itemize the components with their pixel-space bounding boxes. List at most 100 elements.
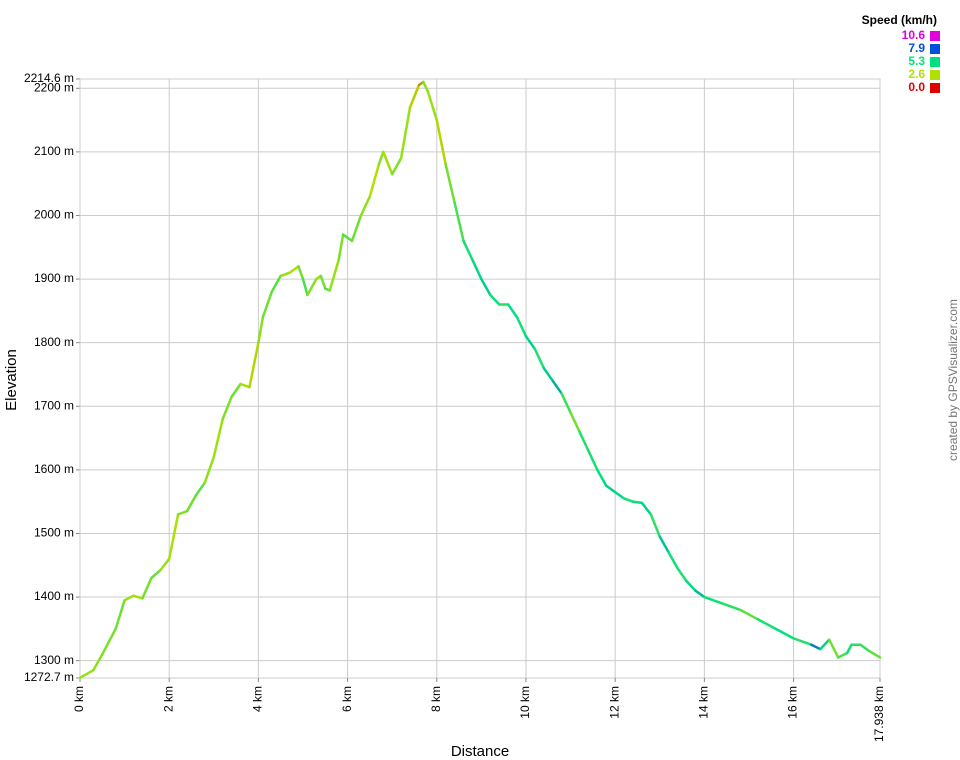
x-axis-label: Distance: [451, 743, 509, 760]
elevation-segment: [257, 315, 265, 344]
elevation-segment: [203, 455, 216, 484]
elevation-segment: [261, 290, 274, 319]
elevation-segment: [194, 481, 207, 497]
elevation-segment: [738, 608, 760, 621]
x-tick-label: 12 km: [607, 686, 621, 719]
elevation-segment: [368, 163, 381, 198]
elevation-segment: [587, 449, 599, 472]
legend-label: 0.0: [908, 80, 925, 94]
elevation-segment: [337, 233, 345, 262]
elevation-segment: [578, 430, 590, 453]
elevation-segment: [319, 274, 327, 290]
elevation-segment: [560, 392, 572, 414]
y-tick-label: 1500 m: [34, 526, 74, 540]
elevation-segment: [422, 80, 430, 93]
elevation-segment: [408, 83, 421, 109]
elevation-segment: [279, 271, 291, 278]
elevation-segment: [471, 258, 483, 281]
elevation-segment: [78, 668, 95, 680]
legend-title: Speed (km/h): [862, 13, 937, 27]
elevation-segment: [569, 411, 581, 433]
elevation-segment: [596, 468, 608, 488]
elevation-segment: [230, 382, 242, 398]
elevation-segment: [667, 551, 679, 570]
elevation-segment: [399, 106, 412, 160]
elevation-segment: [270, 274, 282, 294]
y-tick-label: 2100 m: [34, 144, 74, 158]
elevation-segment: [176, 509, 189, 516]
elevation-segment: [827, 638, 840, 659]
elevation-segment: [101, 627, 117, 656]
elevation-segment: [836, 651, 849, 659]
elevation-segment: [720, 602, 742, 612]
elevation-segment: [132, 594, 144, 600]
elevation-segment: [288, 265, 300, 274]
elevation-segment: [868, 649, 882, 659]
elevation-segment: [92, 653, 104, 672]
x-tick-label: 14 km: [697, 686, 711, 719]
elevation-segment: [703, 595, 724, 605]
elevation-segment: [341, 233, 354, 243]
x-tick-label: 0 km: [72, 686, 86, 712]
elevation-segment: [489, 293, 501, 306]
elevation-segment: [185, 494, 198, 513]
elevation-segment: [390, 156, 403, 176]
x-tick-label: 8 km: [429, 686, 443, 712]
y-tick-label: 2200 m: [34, 80, 74, 94]
elevation-segment: [382, 150, 394, 176]
elevation-segment: [159, 557, 171, 572]
elevation-segment: [524, 335, 537, 351]
y-tick-label: 1600 m: [34, 462, 74, 476]
legend-swatch: [930, 83, 940, 93]
legend-label: 2.6: [908, 67, 925, 81]
elevation-segment: [301, 277, 309, 297]
elevation-segment: [649, 513, 662, 538]
elevation-segment: [248, 341, 260, 389]
y-tick-label: 1400 m: [34, 589, 74, 603]
elevation-segment: [756, 618, 777, 631]
elevation-segment: [359, 195, 372, 217]
elevation-segment: [542, 366, 554, 383]
elevation-segment: [845, 643, 853, 655]
elevation-segment: [462, 239, 474, 262]
x-tick-label: 10 km: [518, 686, 532, 719]
x-tick-label: 17.938 km: [872, 686, 886, 742]
y-tick-label: 1700 m: [34, 398, 74, 412]
y-tick-label: 2000 m: [34, 208, 74, 222]
legend-swatch: [930, 70, 940, 80]
elevation-segment: [640, 501, 653, 516]
x-tick-label: 2 km: [161, 686, 175, 712]
elevation-segment: [859, 643, 871, 653]
elevation-segment: [676, 567, 688, 583]
legend-swatch: [930, 44, 940, 54]
elevation-segment: [453, 201, 465, 243]
elevation-segment: [658, 535, 670, 554]
elevation-segment: [141, 576, 153, 600]
legend-label: 10.6: [902, 28, 926, 42]
y-axis-label: Elevation: [3, 349, 20, 411]
elevation-segment: [685, 579, 697, 592]
elevation-segment: [631, 500, 644, 505]
elevation-segment: [506, 303, 519, 319]
elevation-segment: [150, 569, 162, 580]
elevation-segment: [114, 598, 126, 631]
elevation-segment: [792, 637, 813, 646]
elevation-segment: [515, 315, 528, 338]
elevation-segment: [167, 513, 180, 561]
elevation-segment: [774, 627, 795, 640]
elevation-segment: [377, 150, 385, 166]
legend-label: 5.3: [908, 54, 925, 68]
elevation-segment: [123, 594, 135, 602]
elevation-segment: [605, 484, 617, 494]
legend-swatch: [930, 57, 940, 67]
elevation-segment: [819, 638, 831, 651]
elevation-segment: [426, 90, 439, 122]
y-tick-label: 1300 m: [34, 653, 74, 667]
credit: created by GPSVisualizer.com: [946, 299, 960, 461]
y-tick-label: 1272.7 m: [24, 670, 74, 684]
x-tick-label: 16 km: [786, 686, 800, 719]
elevation-segment: [297, 265, 305, 281]
legend-label: 7.9: [908, 41, 925, 55]
